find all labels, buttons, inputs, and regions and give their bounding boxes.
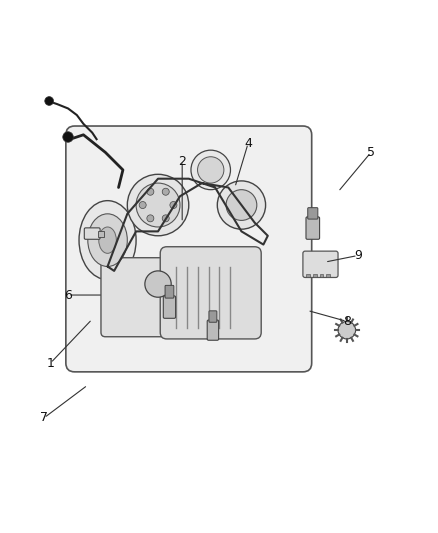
Text: 6: 6 bbox=[64, 288, 72, 302]
FancyBboxPatch shape bbox=[207, 320, 218, 340]
Ellipse shape bbox=[191, 150, 230, 190]
Ellipse shape bbox=[145, 271, 171, 297]
Circle shape bbox=[162, 188, 169, 195]
Ellipse shape bbox=[226, 190, 256, 221]
Ellipse shape bbox=[136, 183, 180, 227]
Bar bbox=[325, 274, 329, 277]
Text: 1: 1 bbox=[46, 357, 54, 369]
Bar bbox=[312, 274, 316, 277]
Bar bbox=[319, 274, 322, 277]
Circle shape bbox=[45, 96, 53, 106]
Circle shape bbox=[139, 201, 146, 208]
Text: 5: 5 bbox=[366, 146, 374, 159]
Ellipse shape bbox=[337, 321, 355, 339]
Text: 4: 4 bbox=[244, 137, 251, 150]
FancyBboxPatch shape bbox=[165, 285, 173, 298]
Text: 9: 9 bbox=[353, 249, 361, 262]
FancyBboxPatch shape bbox=[98, 230, 103, 237]
Circle shape bbox=[162, 215, 169, 222]
FancyBboxPatch shape bbox=[160, 247, 261, 339]
FancyBboxPatch shape bbox=[101, 258, 180, 337]
FancyBboxPatch shape bbox=[302, 251, 337, 278]
FancyBboxPatch shape bbox=[66, 126, 311, 372]
Ellipse shape bbox=[88, 214, 127, 266]
Ellipse shape bbox=[79, 200, 136, 280]
Ellipse shape bbox=[217, 181, 265, 229]
Text: 8: 8 bbox=[342, 315, 350, 328]
Ellipse shape bbox=[127, 174, 188, 236]
Text: 2: 2 bbox=[178, 155, 186, 168]
Text: 7: 7 bbox=[40, 411, 48, 424]
Ellipse shape bbox=[197, 157, 223, 183]
Circle shape bbox=[146, 188, 153, 195]
FancyBboxPatch shape bbox=[305, 217, 319, 239]
Ellipse shape bbox=[99, 227, 116, 253]
Bar bbox=[306, 274, 309, 277]
Circle shape bbox=[170, 201, 177, 208]
FancyBboxPatch shape bbox=[163, 296, 175, 318]
FancyBboxPatch shape bbox=[208, 311, 216, 322]
Circle shape bbox=[146, 215, 153, 222]
FancyBboxPatch shape bbox=[84, 228, 100, 239]
Circle shape bbox=[63, 132, 73, 142]
FancyBboxPatch shape bbox=[307, 208, 317, 219]
